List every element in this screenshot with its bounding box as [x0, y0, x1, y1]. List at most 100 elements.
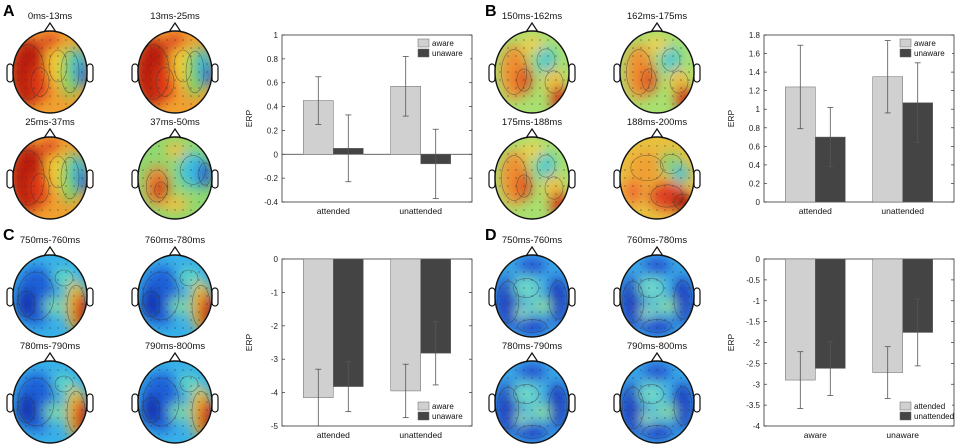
electrode-dot	[57, 193, 59, 195]
electrode-dot	[539, 303, 541, 305]
electrode-dot	[57, 263, 59, 265]
electrode-dot	[648, 153, 650, 155]
contour-line	[621, 280, 645, 324]
electrode-dot	[182, 161, 184, 163]
electrode-grid	[142, 39, 208, 105]
electrode-dot	[539, 169, 541, 171]
electrode-dot	[142, 79, 144, 81]
panel-letter: A	[3, 3, 15, 20]
electrode-dot	[539, 369, 541, 371]
electrode-dot	[33, 417, 35, 419]
electrode-dot	[632, 377, 634, 379]
electrode-dot	[49, 303, 51, 305]
electrode-dot	[41, 401, 43, 403]
left-ear-marker	[131, 393, 139, 413]
electrode-dot	[624, 71, 626, 73]
electrode-dot	[166, 385, 168, 387]
electrode-dot	[182, 209, 184, 211]
electrode-dot	[640, 169, 642, 171]
electrode-dot	[664, 193, 666, 195]
contour-line	[544, 70, 564, 94]
electrode-dot	[49, 71, 51, 73]
electrode-dot	[33, 63, 35, 65]
electrode-dot	[656, 409, 658, 411]
electrode-dot	[25, 393, 27, 395]
electrode-dot	[664, 145, 666, 147]
electrode-dot	[206, 63, 208, 65]
electrode-dot	[499, 401, 501, 403]
electrode-dot	[25, 79, 27, 81]
electrode-dot	[49, 417, 51, 419]
electrode-dot	[49, 271, 51, 273]
electrode-dot	[531, 63, 533, 65]
electrode-dot	[656, 201, 658, 203]
electrode-dot	[563, 185, 565, 187]
y-tick-label: -4	[753, 422, 761, 431]
bar-chart-d: 0 -0.5 -1 -1.5 -2 -2.5 -3 -3.5 -4 ERP aware unaware…	[726, 255, 955, 440]
y-tick-label: 0.6	[267, 79, 279, 88]
electrode-dot	[531, 193, 533, 195]
electrode-dot	[547, 39, 549, 41]
electrode-dot	[523, 193, 525, 195]
contour-line	[173, 49, 193, 83]
electrode-dot	[632, 409, 634, 411]
topo-blobs	[621, 258, 693, 334]
electrode-dot	[81, 169, 83, 171]
electrode-dot	[539, 425, 541, 427]
electrode-dot	[547, 55, 549, 57]
electrode-dot	[150, 295, 152, 297]
electrode-dot	[672, 169, 674, 171]
electrode-dot	[632, 169, 634, 171]
electrode-dot	[158, 193, 160, 195]
topo-blob	[520, 142, 544, 158]
electrode-dot	[672, 79, 674, 81]
panel-letter: C	[3, 227, 15, 244]
electrode-dot	[656, 95, 658, 97]
electrode-dot	[174, 71, 176, 73]
y-tick-label: 0	[756, 198, 761, 207]
legend-label: attended	[914, 402, 945, 411]
electrode-dot	[150, 425, 152, 427]
electrode-dot	[523, 433, 525, 435]
electrode-dot	[499, 169, 501, 171]
contour-line	[179, 269, 199, 287]
topo-blob	[78, 170, 87, 194]
electrode-dot	[648, 263, 650, 265]
y-axis-label: ERP	[726, 333, 736, 351]
electrode-dot	[150, 47, 152, 49]
electrode-dot	[531, 39, 533, 41]
electrode-dot	[150, 393, 152, 395]
electrode-dot	[190, 409, 192, 411]
electrode-dot	[515, 393, 517, 395]
electrode-dot	[539, 39, 541, 41]
electrode-dot	[648, 417, 650, 419]
electrode-dot	[539, 71, 541, 73]
electrode-dot	[49, 153, 51, 155]
electrode-dot	[73, 63, 75, 65]
electrode-dot	[182, 425, 184, 427]
electrode-dot	[33, 161, 35, 163]
contour-line	[638, 384, 664, 404]
electrode-dot	[515, 87, 517, 89]
electrode-dot	[166, 87, 168, 89]
electrode-dot	[57, 87, 59, 89]
electrode-dot	[198, 425, 200, 427]
electrode-dot	[672, 153, 674, 155]
electrode-dot	[65, 185, 67, 187]
electrode-dot	[555, 417, 557, 419]
electrode-dot	[656, 319, 658, 321]
electrode-dot	[17, 393, 19, 395]
electrode-dot	[648, 271, 650, 273]
electrode-grid	[17, 39, 83, 105]
x-tick-label: unattended	[399, 430, 442, 440]
electrode-dot	[182, 311, 184, 313]
topo-map-label: 780ms-790ms	[20, 341, 80, 352]
electrode-dot	[158, 311, 160, 313]
topo-blobs	[623, 152, 693, 212]
electrode-dot	[547, 201, 549, 203]
electrode-dot	[182, 409, 184, 411]
electrode-dot	[25, 377, 27, 379]
electrode-dot	[142, 185, 144, 187]
electrode-dot	[507, 161, 509, 163]
contour-line	[501, 49, 527, 95]
